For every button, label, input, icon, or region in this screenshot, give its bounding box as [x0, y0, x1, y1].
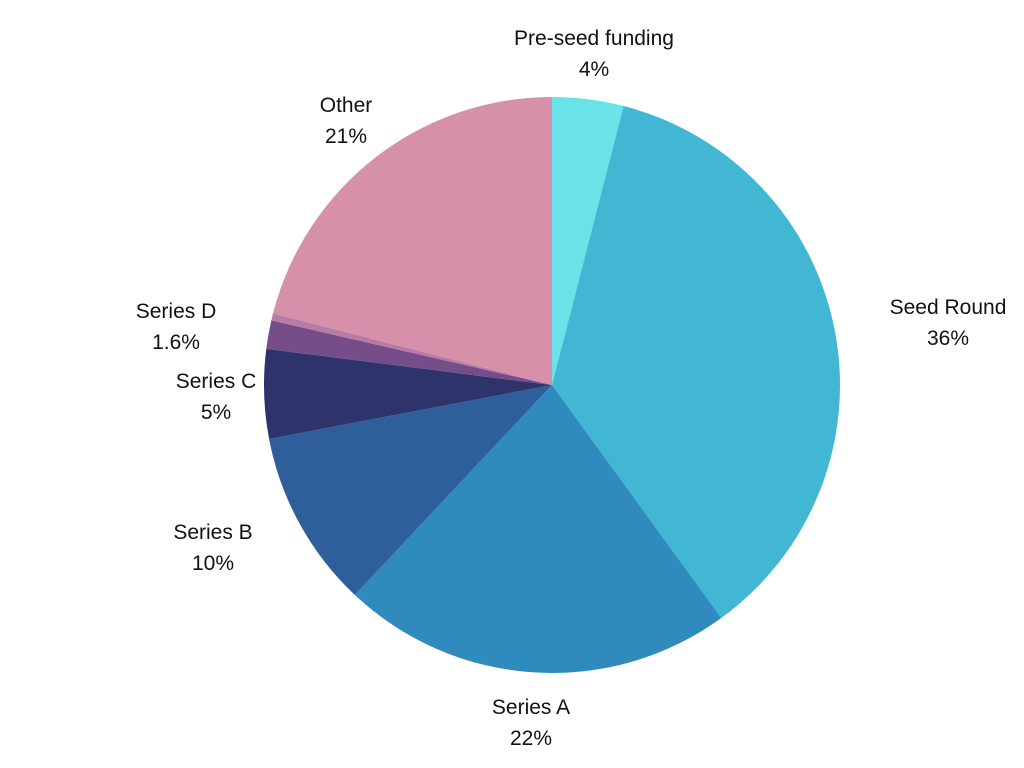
slice-value-pre-seed-funding: 4% — [579, 58, 609, 81]
slice-label-seed-round: Seed Round — [890, 296, 1007, 319]
pie-slice-series-c — [263, 348, 552, 439]
slice-label-series-c: Series C — [176, 370, 257, 393]
slice-value-series-d: 1.6% — [152, 331, 200, 354]
pie-slice-pre-seed-funding — [552, 97, 624, 385]
pie-slice-unlabeled-6 — [271, 313, 552, 385]
pie-slices — [263, 97, 840, 673]
slice-label-series-d: Series D — [136, 300, 217, 323]
slice-label-pre-seed-funding: Pre-seed funding — [514, 27, 674, 50]
slice-value-series-c: 5% — [201, 401, 231, 424]
pie-slice-other — [273, 97, 552, 385]
slice-value-series-b: 10% — [192, 552, 234, 575]
pie-slice-series-b — [269, 385, 552, 595]
slice-value-other: 21% — [325, 125, 367, 148]
slice-label-series-a: Series A — [492, 696, 570, 719]
pie-slice-series-a — [354, 385, 722, 673]
pie-labels: Pre-seed funding 4% Seed Round 36% Serie… — [136, 27, 1007, 750]
pie-slice-series-d — [266, 320, 552, 385]
slice-value-series-a: 22% — [510, 727, 552, 750]
slice-label-other: Other — [320, 94, 373, 117]
pie-slice-seed-round — [552, 106, 840, 618]
slice-value-seed-round: 36% — [927, 327, 969, 350]
slice-label-series-b: Series B — [173, 521, 252, 544]
